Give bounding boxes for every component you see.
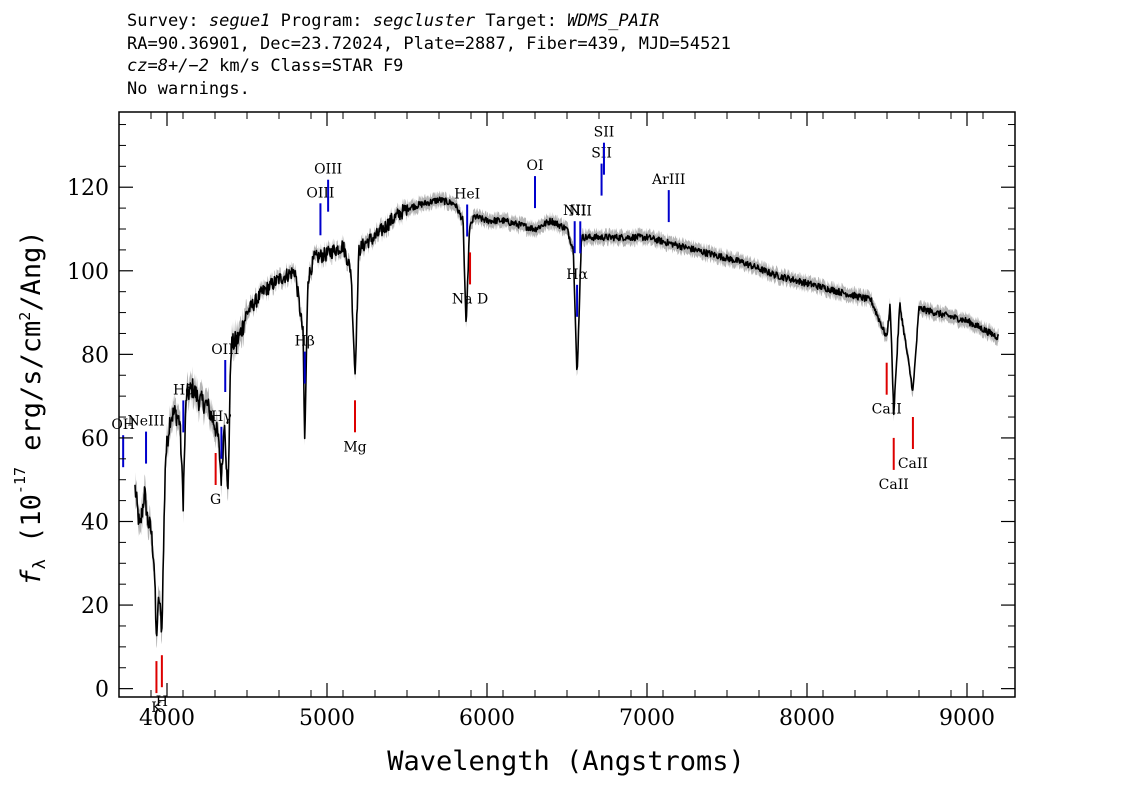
spectrum-line (134, 196, 1000, 637)
x-tick-label: 4000 (139, 706, 195, 731)
survey-label: Survey: (127, 11, 199, 31)
y-tick-label: 80 (81, 343, 109, 368)
y-axis-title: fλ (10-17 erg/s/cm2/Ang) (11, 230, 50, 585)
target-value: WDMS_PAIR (567, 11, 660, 31)
x-tick-label: 6000 (459, 706, 515, 731)
header-line-2: RA=90.36901, Dec=23.72024, Plate=2887, F… (127, 33, 731, 54)
cz-units: km/s (219, 56, 261, 76)
y-tick-label: 20 (81, 594, 109, 619)
line-label-OIII: OIII (306, 185, 334, 201)
x-tick-label: 7000 (619, 706, 675, 731)
line-label-OIII: OIII (314, 162, 342, 178)
line-label-K: K (151, 700, 162, 716)
x-tick-label: 5000 (299, 706, 355, 731)
line-label-OH: OH (111, 417, 135, 433)
line-label-NII: NII (569, 203, 592, 219)
program-value: segcluster (372, 11, 476, 31)
line-label-Hδ: Hδ (173, 382, 194, 398)
header-line-4: No warnings. (127, 78, 250, 99)
y-tick-label: 40 (81, 511, 109, 536)
line-label-HeI: HeI (454, 187, 480, 203)
line-label-G: G (210, 492, 221, 508)
line-label-SII: SII (594, 125, 615, 141)
line-label-CaII: CaII (872, 402, 902, 418)
line-label-Hα: Hα (566, 267, 588, 283)
x-tick-label: 8000 (779, 706, 835, 731)
error-band (135, 190, 999, 649)
line-label-H: H (156, 694, 168, 710)
line-label-OI: OI (526, 158, 543, 174)
y-tick-label: 0 (95, 678, 109, 703)
cz-label: cz= (127, 56, 158, 76)
line-label-CaII: CaII (879, 477, 909, 493)
program-label: Program: (280, 11, 363, 31)
x-tick-label: 9000 (939, 706, 995, 731)
header-line-1: Survey: segue1 Program: segcluster Targe… (127, 10, 731, 33)
cz-value: 8+/−2 (157, 56, 209, 76)
line-label-NeIII: NeIII (127, 414, 164, 430)
line-label-OIII: OIII (211, 342, 239, 358)
line-label-Hβ: Hβ (295, 334, 315, 350)
x-axis-title: Wavelength (Angstroms) (387, 746, 745, 777)
header-line-3: cz=8+/−2 km/s Class=STAR F9 (127, 55, 731, 78)
y-tick-label: 120 (67, 176, 109, 201)
axes: 4000 5000 6000 7000 8000 9000 0 20 40 60 80 100 120 (67, 111, 1016, 731)
y-tick-label: 60 (81, 427, 109, 452)
line-label-CaII: CaII (898, 456, 928, 472)
error-band-shape (135, 190, 999, 649)
y-tick-label: 100 (67, 260, 109, 285)
line-label-ArIII: ArIII (651, 172, 685, 188)
line-label-SII: SII (591, 146, 612, 162)
class-text: Class=STAR F9 (270, 56, 404, 76)
line-label-Hγ: Hγ (211, 409, 232, 425)
line-label-Na-D: Na D (452, 291, 488, 307)
target-label: Target: (485, 11, 557, 31)
line-label-Mg: Mg (343, 439, 366, 455)
spectrum-series (134, 196, 1000, 637)
line-label-NII: NII (563, 203, 586, 219)
survey-value: segue1 (208, 11, 271, 31)
spectrum-header: Survey: segue1 Program: segcluster Targe… (127, 10, 731, 100)
